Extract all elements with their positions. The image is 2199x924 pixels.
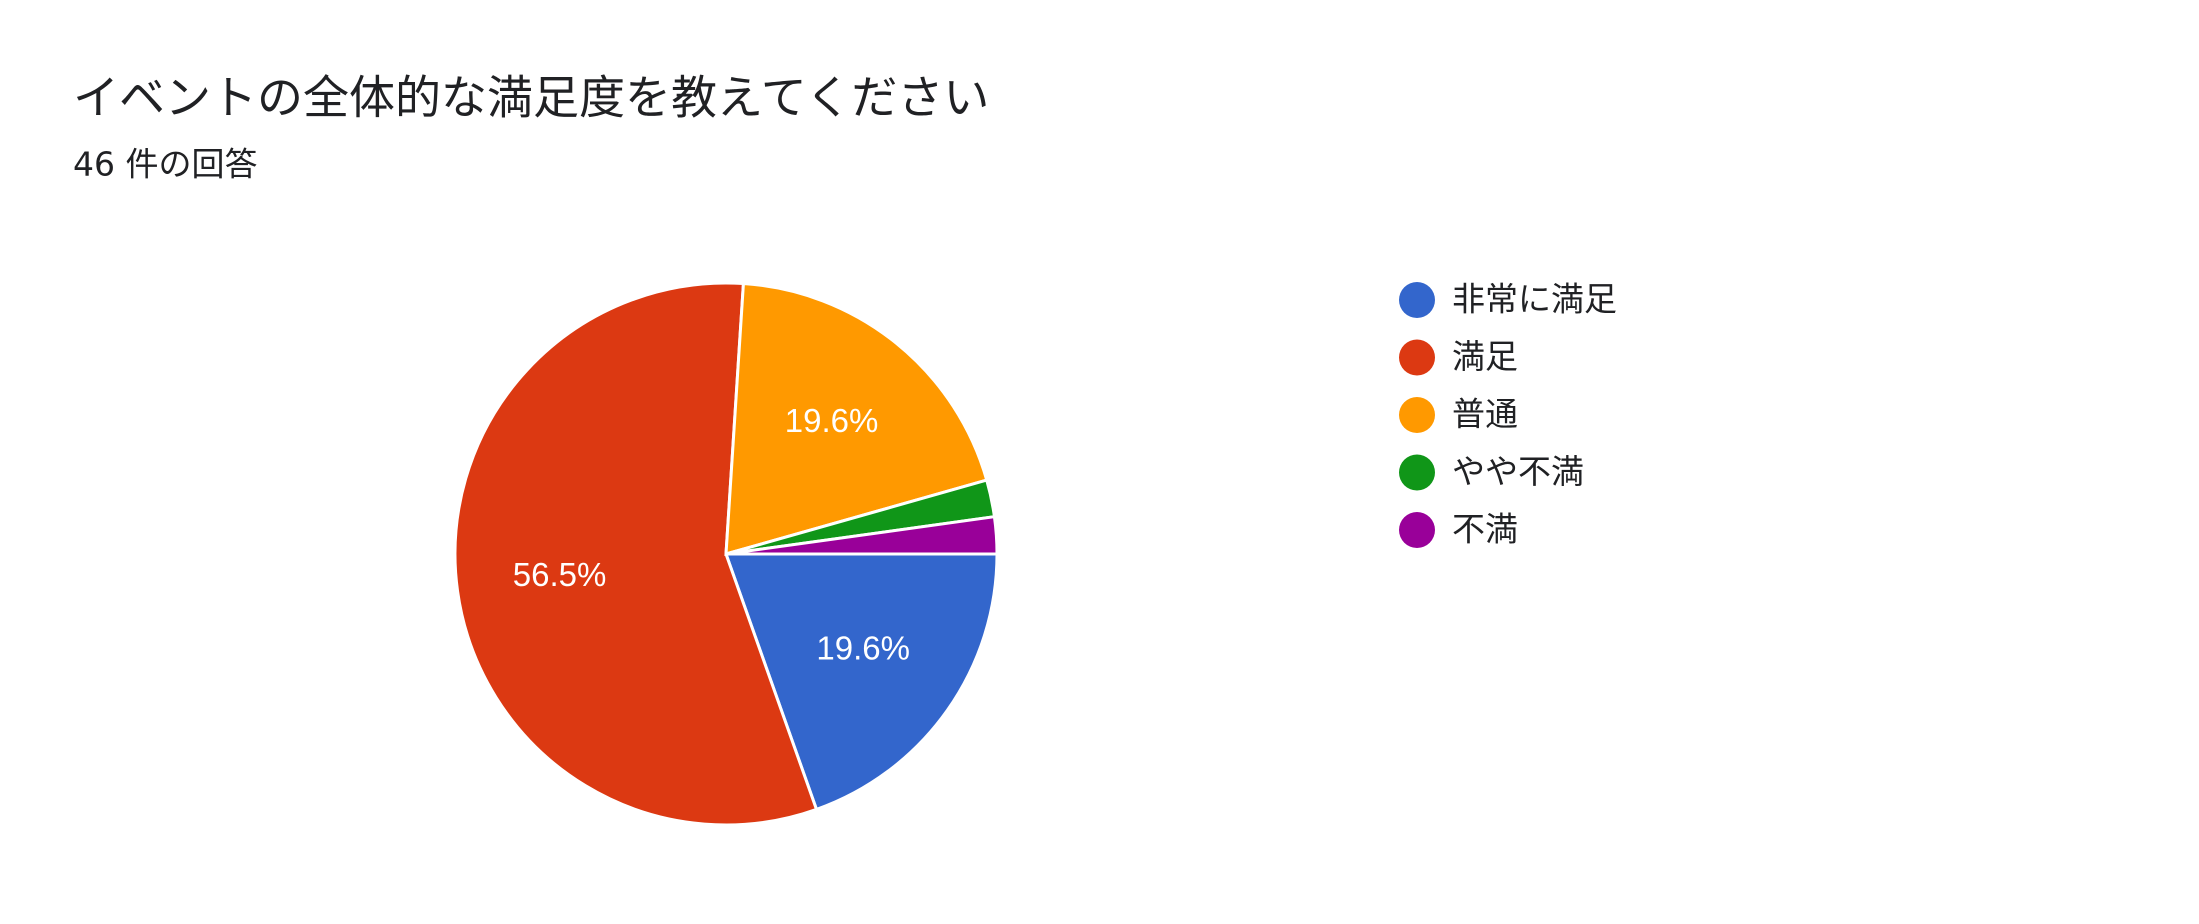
pie-slice (724, 281, 989, 557)
legend-marker (1399, 454, 1435, 491)
legend-label: 非常に満足 (1452, 280, 1617, 319)
legend-label: 満足 (1452, 337, 1518, 376)
legend-marker (1399, 512, 1435, 548)
chart-title: イベントの全体的な満足度を教えてください (73, 71, 989, 125)
pie-slice (723, 552, 999, 812)
legend-marker (1399, 339, 1435, 376)
legend-marker (1399, 397, 1435, 433)
legend-label: 不満 (1452, 510, 1518, 549)
data-label: 56.5% (513, 556, 607, 593)
data-label: 19.6% (816, 630, 910, 667)
chart-subtitle: 46 件の回答 (73, 145, 257, 184)
data-label: 19.6% (785, 402, 879, 439)
legend-label: やや不満 (1452, 452, 1584, 491)
pie-slice (453, 281, 819, 827)
pie-slice (725, 515, 999, 556)
legend-label: 普通 (1452, 395, 1518, 434)
legend-marker (1399, 282, 1435, 318)
